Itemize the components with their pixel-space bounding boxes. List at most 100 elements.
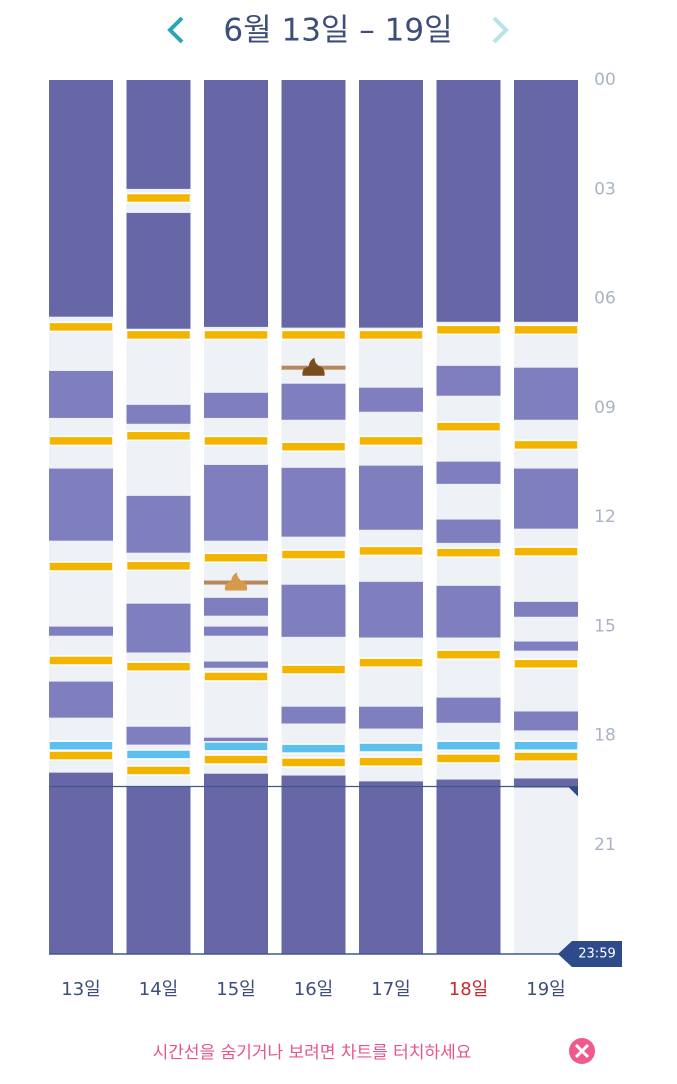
night-sleep (126, 212, 191, 329)
feeding (435, 649, 502, 660)
feeding (203, 671, 269, 682)
bath (48, 740, 114, 751)
feeding (48, 321, 114, 333)
nap (281, 584, 346, 637)
feeding (358, 435, 424, 447)
nap (436, 697, 501, 723)
nap (126, 726, 191, 745)
night-sleep (204, 80, 268, 327)
feeding (358, 329, 424, 341)
feeding (280, 757, 347, 768)
nap (281, 383, 346, 420)
nap (204, 661, 268, 668)
end-badge (558, 941, 622, 967)
feeding (435, 324, 502, 336)
nap (204, 392, 268, 418)
night-sleep (281, 775, 346, 954)
feeding (358, 545, 424, 557)
nap (514, 367, 578, 420)
close-button[interactable] (569, 1038, 595, 1064)
feeding (125, 329, 192, 341)
feeding (125, 560, 192, 572)
feeding (435, 421, 502, 432)
nap (436, 365, 501, 396)
bath (435, 740, 502, 751)
feeding (513, 324, 579, 336)
y-tick-label: 06 (594, 289, 616, 309)
y-tick-label: 03 (594, 179, 616, 199)
y-tick-label: 15 (594, 616, 616, 636)
night-sleep (514, 778, 578, 788)
nap (126, 603, 191, 653)
nap (436, 585, 501, 638)
nap (359, 387, 423, 412)
y-tick-label: 18 (594, 726, 616, 746)
bath (203, 741, 269, 752)
feeding (48, 750, 114, 761)
bath (513, 740, 579, 751)
night-sleep (281, 80, 346, 328)
nap (436, 461, 501, 484)
feeding (203, 329, 269, 341)
feeding (48, 435, 114, 447)
nap (204, 597, 268, 616)
next-week[interactable] (492, 16, 509, 44)
night-sleep (126, 786, 191, 954)
day-label: 19일 (526, 979, 565, 1000)
feeding (203, 754, 269, 765)
nap (281, 706, 346, 724)
night-sleep (359, 80, 423, 328)
feeding (280, 329, 347, 341)
feeding (125, 661, 192, 672)
feeding (280, 549, 347, 560)
feeding (125, 765, 192, 776)
close-x[interactable] (574, 1043, 590, 1059)
night-sleep (49, 80, 113, 317)
nap (359, 581, 423, 638)
night-sleep (126, 80, 191, 189)
poop-icon (302, 357, 325, 376)
feeding (513, 658, 579, 670)
feeding (513, 546, 579, 557)
y-tick-label: 00 (594, 70, 616, 90)
y-tick-label: 21 (594, 835, 616, 855)
feeding (203, 435, 269, 447)
night-sleep (436, 779, 501, 954)
bath (280, 743, 347, 754)
feeding (358, 756, 424, 767)
feeding (125, 430, 192, 442)
feeding (435, 753, 502, 764)
nap (514, 601, 578, 617)
nap (49, 626, 113, 636)
night-sleep (514, 80, 578, 322)
day-label: 16일 (294, 979, 333, 1000)
nap (204, 737, 268, 744)
nap (514, 641, 578, 651)
bath (125, 749, 192, 760)
nap (126, 495, 191, 553)
poop-icon (224, 572, 248, 591)
night-sleep (204, 773, 268, 954)
hint: 시간선을 숨기거나 보려면 차트를 터치하세요 (153, 1043, 472, 1063)
feeding (280, 664, 347, 675)
nap (49, 468, 113, 541)
feeding (435, 547, 502, 558)
y-tick-label: 12 (594, 507, 616, 527)
bath (358, 742, 424, 753)
now-marker (568, 786, 578, 797)
night-sleep (436, 80, 501, 322)
nap (49, 681, 113, 718)
day-label: 13일 (61, 979, 100, 1000)
night-sleep (359, 781, 423, 954)
nap (514, 468, 578, 529)
day-label: 18일 (449, 979, 488, 1000)
prev-week[interactable] (167, 16, 184, 44)
feeding (358, 657, 424, 668)
nap (514, 711, 578, 731)
nap (49, 370, 113, 418)
nap (359, 465, 423, 530)
night-sleep (49, 772, 113, 954)
day-label: 15일 (216, 979, 255, 1000)
